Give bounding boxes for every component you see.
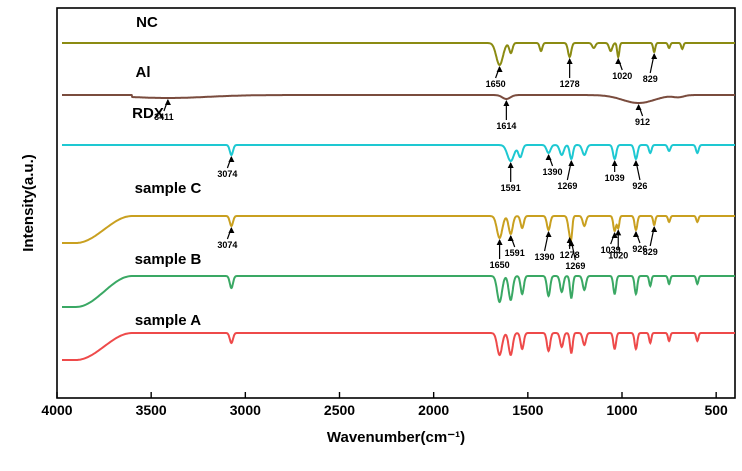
x-axis-label: Wavenumber(cm⁻¹)	[327, 429, 465, 446]
annotation-label: 1278	[560, 250, 580, 260]
annotation-arrowhead	[228, 156, 235, 162]
plot-frame	[56, 7, 736, 399]
annotation-label: 1039	[605, 173, 625, 183]
annotation-arrowhead	[632, 160, 639, 166]
annotation-label: 926	[632, 244, 647, 254]
annotation-label: 1390	[543, 167, 563, 177]
annotation-arrowhead	[566, 58, 573, 64]
series-line-sample-c	[62, 215, 735, 244]
x-tick-label: 3000	[230, 402, 261, 418]
series-label-sample-a: sample A	[135, 312, 201, 329]
series-nc: NC	[62, 14, 735, 67]
annotation-label: 1020	[608, 250, 628, 260]
series-layer: NC Al RDX sample C sample B sample A	[62, 14, 735, 361]
x-tick-label: 1000	[606, 402, 637, 418]
annotation-arrowhead	[496, 66, 503, 72]
series-rdx: RDX	[62, 105, 735, 162]
series-sample-b: sample B	[62, 251, 735, 308]
annotation-label: 1390	[535, 252, 555, 262]
series-line-nc	[62, 42, 735, 67]
annotation-arrowhead	[545, 154, 552, 160]
annotation-label: 926	[632, 181, 647, 191]
series-sample-a: sample A	[62, 312, 735, 361]
annotation-label: 829	[643, 247, 658, 257]
annotation-label: 912	[635, 117, 650, 127]
series-label-al: Al	[136, 64, 151, 81]
x-tick-label: 1500	[512, 402, 543, 418]
annotation-label: 3411	[154, 112, 174, 122]
annotation-arrowhead	[635, 104, 642, 110]
annotation-layer: 1650 1278 1020 829 3411 1614 912 3074 1591 1390 12…	[154, 53, 658, 271]
annotation-label: 1020	[612, 71, 632, 81]
series-line-al	[62, 94, 735, 104]
annotation-label: 829	[643, 74, 658, 84]
annotation-label: 1269	[557, 181, 577, 191]
annotation-label: 1650	[490, 260, 510, 270]
annotation-label: 1591	[505, 248, 525, 258]
annotation-arrowhead	[611, 232, 618, 239]
x-axis-ticks: 4000 3500 3000 2500 2000 1500 1000 500	[41, 392, 728, 418]
annotation-label: 1269	[565, 261, 585, 271]
x-tick-label: 3500	[136, 402, 167, 418]
annotation-label: 1278	[560, 79, 580, 89]
annotation-arrowhead	[164, 99, 171, 105]
annotation-arrowhead	[615, 229, 622, 236]
series-line-sample-b	[62, 275, 735, 308]
series-label-nc: NC	[136, 14, 158, 31]
series-label-rdx: RDX	[132, 105, 164, 122]
annotation-label: 1591	[501, 183, 521, 193]
series-line-rdx	[62, 144, 735, 162]
annotation-label: 3074	[217, 240, 237, 250]
x-tick-label: 4000	[41, 402, 72, 418]
x-tick-label: 2000	[418, 402, 449, 418]
annotation-arrowhead	[228, 227, 235, 233]
series-label-sample-b: sample B	[135, 251, 202, 268]
annotation-arrowhead	[651, 53, 658, 59]
x-tick-label: 2500	[324, 402, 355, 418]
annotation-label: 3074	[217, 169, 237, 179]
x-tick-label: 500	[704, 402, 728, 418]
annotation-arrowhead	[507, 235, 514, 242]
annotation-arrowhead	[545, 231, 552, 237]
annotation-arrowhead	[651, 226, 658, 232]
annotation-arrowhead	[615, 58, 622, 65]
annotation-arrowhead	[632, 231, 639, 237]
annotation-arrowhead	[568, 160, 575, 167]
annotation-arrowhead	[568, 240, 575, 247]
annotation-arrowhead	[507, 162, 514, 169]
annotation-arrowhead	[496, 239, 503, 245]
annotation-label: 1614	[496, 121, 516, 131]
annotation-label: 1039	[601, 245, 621, 255]
series-al: Al	[62, 64, 735, 104]
annotation-label: 1650	[486, 79, 506, 89]
annotation-arrowhead	[503, 100, 510, 106]
series-sample-c: sample C	[62, 180, 735, 244]
y-axis-label: Intensity(a.u.)	[20, 154, 37, 252]
annotation-arrowhead	[611, 160, 618, 166]
series-line-sample-a	[62, 332, 735, 361]
series-label-sample-c: sample C	[135, 180, 202, 197]
